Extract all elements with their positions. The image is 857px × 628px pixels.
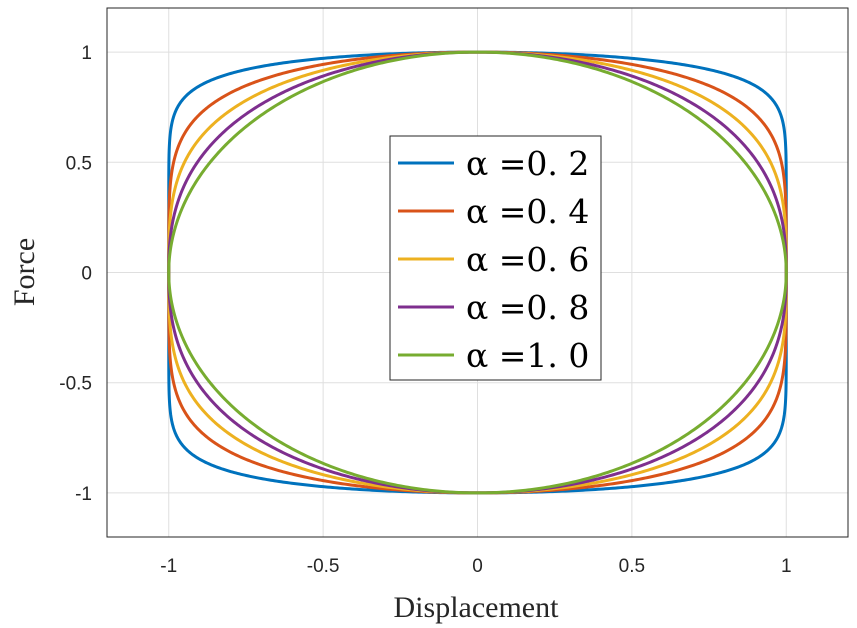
- y-tick-label: 1: [81, 43, 92, 64]
- axes-frame: [106, 7, 849, 538]
- series-line-5: [167, 50, 788, 495]
- x-tick-label: 0: [472, 556, 483, 577]
- legend: α =0. 2 α =0. 4 α =0. 6 α =0. 8 α =1. 0: [389, 135, 602, 381]
- y-tick-label: -0.5: [59, 374, 92, 395]
- x-tick-labels: -1 -0.5 0 0.5 1: [160, 556, 791, 577]
- legend-label-2: α =0. 4: [466, 192, 589, 231]
- x-tick-label: -0.5: [307, 556, 340, 577]
- x-axis-title: Displacement: [394, 591, 560, 624]
- series-lines: [167, 50, 788, 495]
- x-tick-label: -1: [160, 556, 177, 577]
- legend-label-3: α =0. 6: [466, 240, 589, 279]
- legend-label-5: α =1. 0: [466, 336, 589, 375]
- y-tick-label: -1: [75, 484, 92, 505]
- legend-label-1: α =0. 2: [466, 144, 589, 183]
- y-axis-title: Force: [8, 238, 41, 306]
- y-tick-label: 0.5: [66, 153, 92, 174]
- y-tick-labels: -1 -0.5 0 0.5 1: [59, 43, 92, 505]
- x-tick-label: 1: [781, 556, 792, 577]
- legend-label-4: α =0. 8: [466, 288, 589, 327]
- x-tick-label: 0.5: [619, 556, 645, 577]
- y-tick-label: 0: [81, 264, 92, 285]
